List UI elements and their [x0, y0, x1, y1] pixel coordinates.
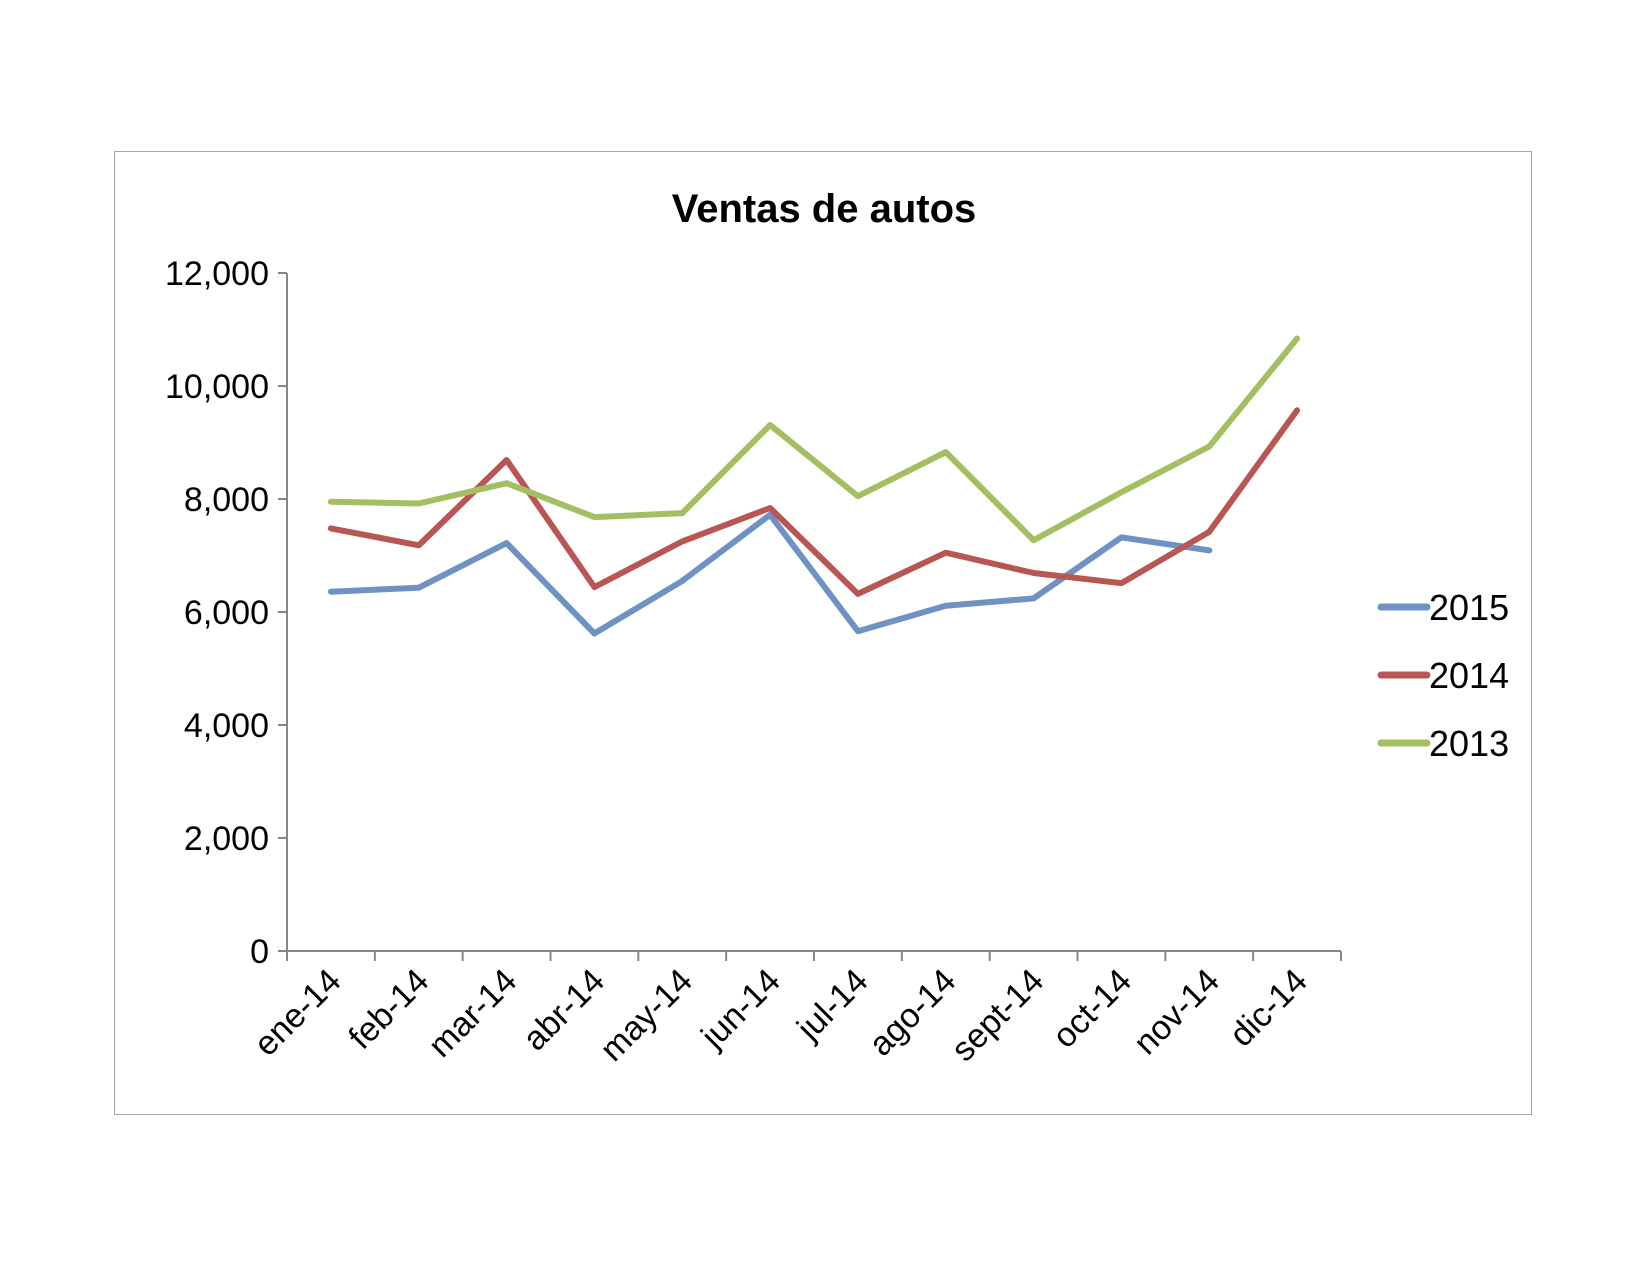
legend-label-2015: 2015	[1429, 587, 1509, 628]
x-tick-label: mar-14	[421, 962, 524, 1065]
line-chart: Ventas de autos 0 2,000 4,000 6,000 8,000 10,…	[165, 187, 1509, 1069]
y-tick-label: 8,000	[184, 481, 269, 519]
x-tick-label: may-14	[593, 962, 700, 1069]
chart-frame: Ventas de autos 0 2,000 4,000 6,000 8,000 10,…	[114, 151, 1532, 1115]
y-tick-label: 2,000	[184, 820, 269, 858]
y-tick-label: 10,000	[165, 368, 269, 406]
y-tick-label: 0	[250, 933, 269, 971]
x-tick-label: nov-14	[1127, 962, 1227, 1062]
legend-label-2013: 2013	[1429, 723, 1509, 764]
x-tick-label: ene-14	[247, 962, 349, 1064]
x-tick-label: jun-14	[693, 962, 787, 1056]
series-lines	[327, 335, 1301, 637]
x-tick-label: sept-14	[944, 962, 1051, 1069]
axes: 0 2,000 4,000 6,000 8,000 10,000 12,000 ene-14f…	[165, 255, 1342, 1069]
series-line-2014	[327, 407, 1301, 597]
x-tick-label: feb-14	[341, 962, 436, 1057]
series-line-2013	[327, 335, 1301, 544]
y-tick-label: 12,000	[165, 255, 269, 293]
y-tick-label: 6,000	[184, 594, 269, 632]
legend: 2015 2014 2013	[1377, 587, 1509, 764]
series-line-2015	[327, 511, 1213, 637]
legend-label-2014: 2014	[1429, 655, 1509, 696]
chart-title: Ventas de autos	[672, 187, 977, 231]
y-tick-label: 4,000	[184, 707, 269, 745]
x-tick-label: ago-14	[862, 962, 964, 1064]
x-tick-label: dic-14	[1222, 962, 1314, 1054]
x-tick-label: oct-14	[1045, 962, 1139, 1056]
